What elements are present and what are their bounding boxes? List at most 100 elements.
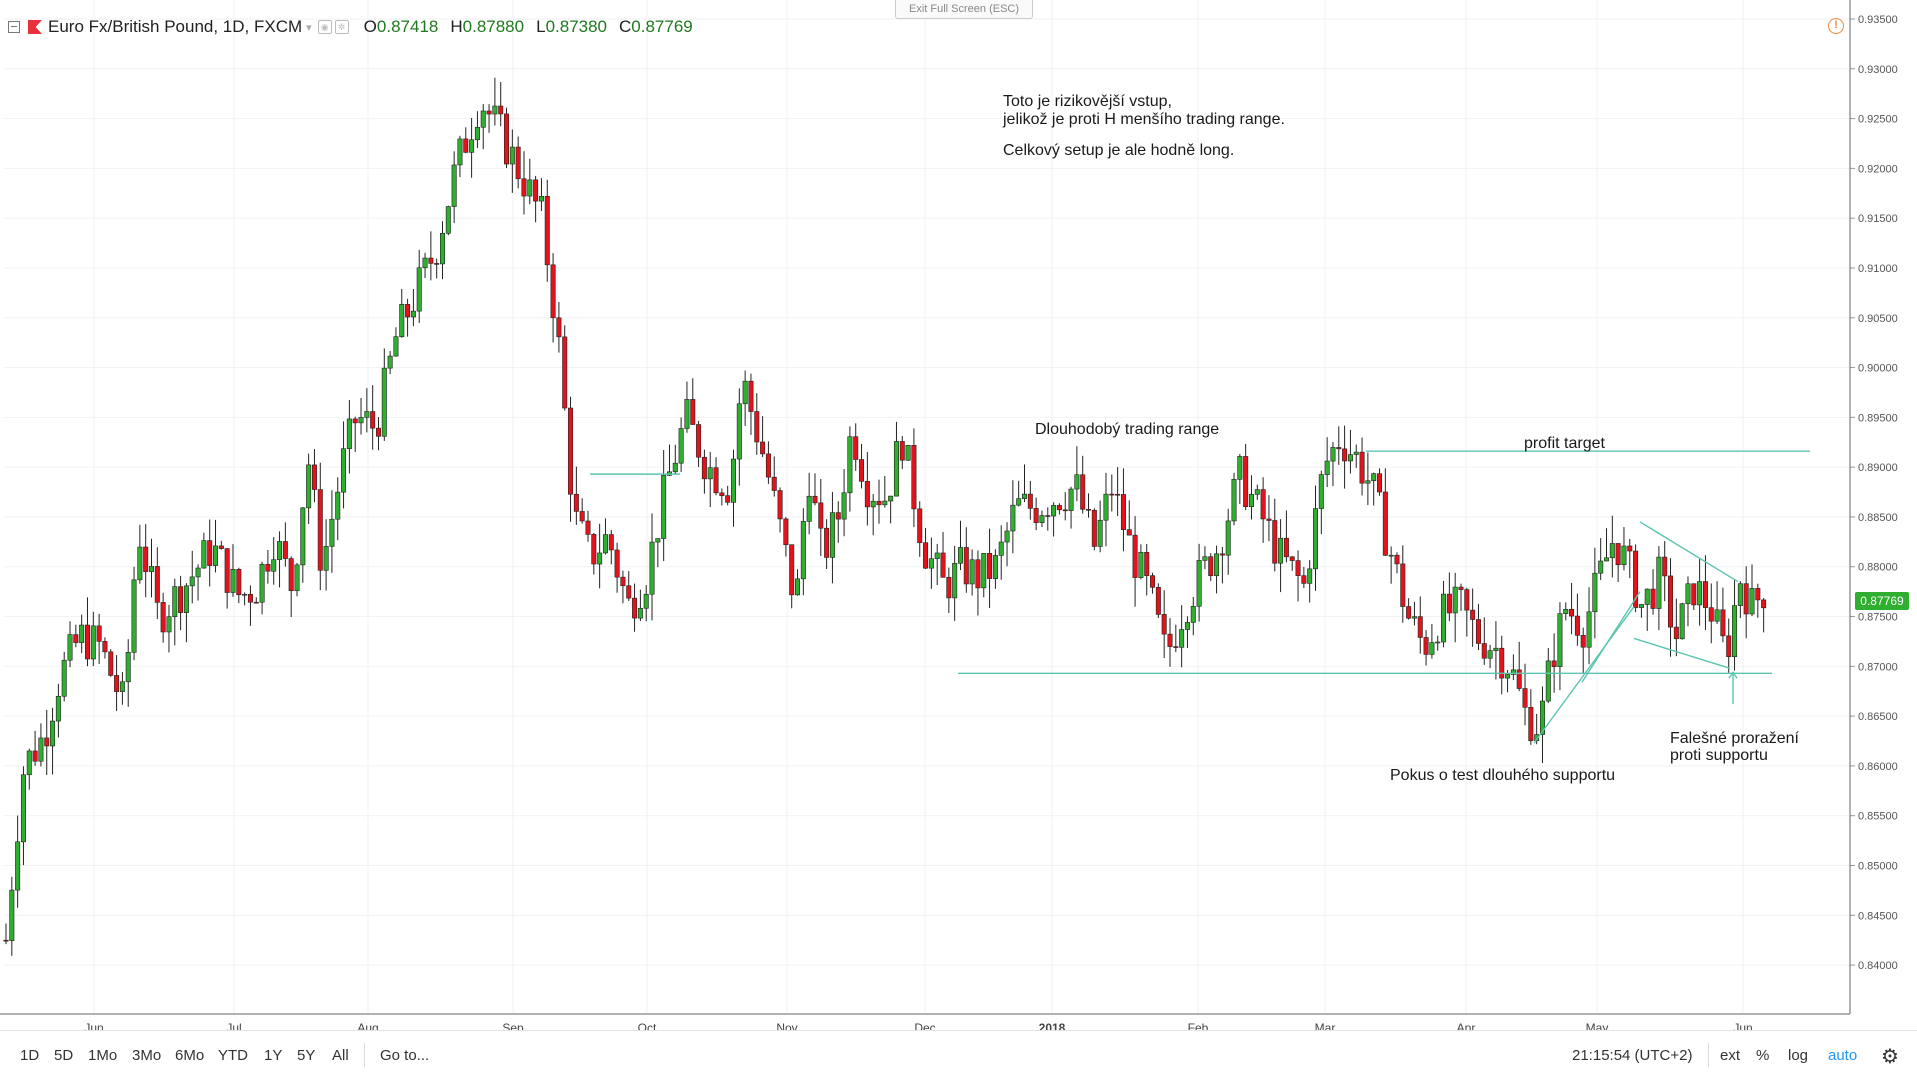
x-tick-label: Jun [84, 1021, 103, 1030]
ohlc-close: C0.87769 [619, 17, 693, 36]
ext-toggle[interactable]: ext [1720, 1047, 1741, 1064]
candle-body [1382, 491, 1388, 556]
price-chart[interactable]: 0.93500 0.93000 0.92500 0.92000 0.91500 0.910… [0, 0, 1917, 1030]
candle-body [1621, 545, 1627, 566]
candle-body [806, 495, 812, 522]
candle-body [701, 456, 707, 480]
log-toggle[interactable]: log [1788, 1047, 1809, 1064]
candle-body [381, 367, 387, 437]
wedge-lower-line[interactable] [1633, 637, 1731, 669]
candle-body [777, 490, 783, 520]
chevron-down-icon[interactable]: ▾ [306, 21, 312, 34]
candle-body [1074, 474, 1080, 490]
candle-body [1109, 493, 1115, 496]
range-1d-button[interactable]: 1D [20, 1047, 40, 1064]
gear-icon[interactable]: ⚙ [1881, 1046, 1899, 1068]
note-support-test[interactable]: Pokus o test dlouhého supportu [1390, 767, 1616, 784]
x-tick-label: 2018 [1039, 1021, 1066, 1030]
auto-toggle[interactable]: auto [1828, 1047, 1858, 1064]
candle-body [498, 105, 504, 115]
x-tick-label: Oct [638, 1021, 657, 1030]
support-test-arrow-line[interactable] [1533, 606, 1635, 744]
x-tick-label: Feb [1188, 1021, 1209, 1030]
collapse-icon[interactable] [8, 21, 20, 33]
candle-body [818, 502, 824, 529]
candle-body [1347, 454, 1353, 462]
candle-body [463, 138, 469, 153]
note-false-break-2[interactable]: proti supportu [1670, 747, 1768, 764]
channel-up-line[interactable] [1581, 591, 1641, 683]
warning-icon[interactable]: ! [1828, 18, 1844, 34]
range-1y-button[interactable]: 1Y [264, 1047, 283, 1064]
gear-small-icon[interactable]: ✲ [334, 20, 349, 34]
candle-body [1359, 451, 1365, 484]
exit-fullscreen-button[interactable]: Exit Full Screen (ESC) [895, 0, 1033, 19]
range-6mo-button[interactable]: 6Mo [175, 1047, 205, 1064]
candle-body [923, 542, 929, 569]
candle-body [178, 586, 184, 613]
candle-body [1260, 489, 1266, 520]
candle-body [1196, 560, 1202, 607]
candle-body [38, 737, 44, 762]
candle-body [1016, 498, 1022, 506]
y-tick-label: 0.87500 [1858, 612, 1898, 624]
y-tick-label: 0.93500 [1858, 14, 1898, 26]
candle-body [1126, 529, 1132, 536]
eye-icon[interactable]: ◉ [317, 20, 332, 34]
candle-body [1668, 575, 1674, 628]
candle-body [1004, 530, 1010, 543]
x-tick-label: May [1586, 1021, 1609, 1030]
goto-button[interactable]: Go to... [380, 1047, 430, 1064]
candle-body [1441, 593, 1447, 643]
range-ytd-button[interactable]: YTD [218, 1047, 248, 1064]
candle-body [1522, 688, 1528, 708]
candle-body [899, 441, 905, 461]
candle-body [911, 444, 917, 510]
candle-body [341, 448, 347, 493]
range-3mo-button[interactable]: 3Mo [132, 1047, 162, 1064]
note-risky-entry[interactable]: Toto je rizikovější vstup, [1003, 93, 1172, 110]
candle-body [410, 310, 416, 318]
note-false-break-1[interactable]: Falešné proražení [1670, 730, 1799, 747]
candle-body [1365, 480, 1371, 484]
candle-body [568, 407, 574, 495]
candle-body [195, 567, 201, 578]
candle-body [1726, 635, 1732, 658]
note-trading-range[interactable]: Dlouhodobý trading range [1035, 421, 1220, 438]
candle-body [1679, 603, 1685, 640]
candle-body [1266, 518, 1272, 521]
candle-body [1644, 588, 1650, 605]
candle-body [1045, 515, 1051, 517]
candle-body [96, 625, 102, 642]
candle-body [1697, 581, 1703, 606]
candle-body [1656, 556, 1662, 609]
candle-body [1720, 609, 1726, 637]
wedge-upper-line[interactable] [1639, 521, 1739, 583]
candle-body [1685, 583, 1691, 605]
candle-body [416, 267, 422, 312]
candle-body [1400, 563, 1406, 607]
range-all-button[interactable]: All [332, 1047, 349, 1064]
candle-body [1155, 587, 1161, 615]
clock-timezone[interactable]: 21:15:54 (UTC+2) [1572, 1047, 1693, 1064]
note-profit-target[interactable]: profit target [1524, 435, 1605, 452]
range-5d-button[interactable]: 5D [54, 1047, 74, 1064]
range-1mo-button[interactable]: 1Mo [88, 1047, 118, 1064]
candle-body [1458, 586, 1464, 590]
candle-body [271, 559, 277, 572]
candle-body [1708, 607, 1714, 622]
candle-body [893, 441, 899, 497]
percent-toggle[interactable]: % [1756, 1047, 1770, 1064]
note-against-high[interactable]: jelikož je proti H menšího trading range… [1003, 111, 1285, 128]
symbol-title[interactable]: Euro Fx/British Pound, 1D, FXCM [48, 17, 303, 36]
candle-body [323, 546, 329, 571]
note-overall-setup[interactable]: Celkový setup je ale hodně long. [1003, 142, 1235, 159]
flag-icon [28, 20, 42, 34]
candle-body [149, 566, 155, 572]
candle-body [1353, 451, 1359, 455]
range-5y-button[interactable]: 5Y [297, 1047, 316, 1064]
last-price-label: 0.87769 [1855, 592, 1909, 610]
candle-body [934, 552, 940, 559]
candle-body [67, 634, 73, 661]
candle-body [521, 178, 527, 197]
